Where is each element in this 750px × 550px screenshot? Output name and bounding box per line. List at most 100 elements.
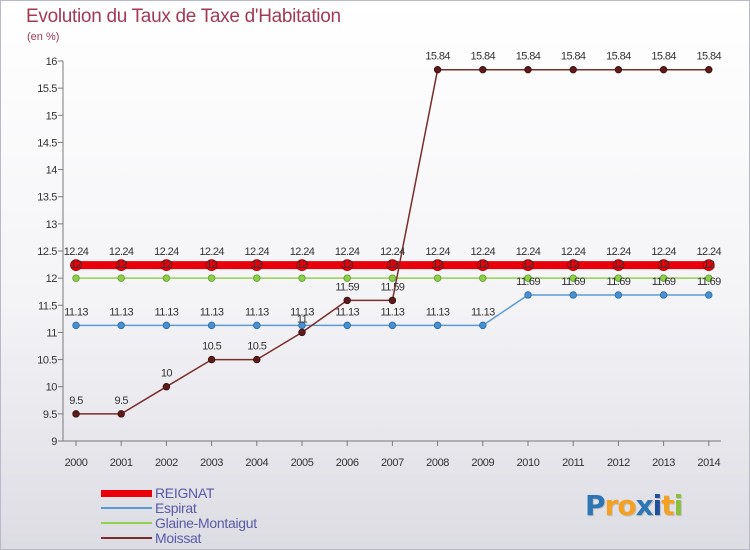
logo-letter: o <box>617 489 636 522</box>
x-tick-label: 2004 <box>245 457 268 469</box>
proxiti-logo: Proxiti <box>585 489 683 522</box>
data-label-glaine-montaigut: 12 <box>477 259 489 271</box>
data-point-reignat <box>250 259 263 272</box>
data-point-glaine-montaigut <box>659 274 668 282</box>
data-label-reignat: 12.24 <box>606 246 631 258</box>
data-point-moissat <box>343 296 351 305</box>
data-point-espirat <box>433 321 442 330</box>
data-point-espirat <box>117 321 125 330</box>
data-label-glaine-montaigut: 12 <box>522 259 534 271</box>
data-point-espirat <box>479 321 487 330</box>
data-label-glaine-montaigut: 12 <box>613 259 625 271</box>
data-point-reignat <box>702 259 715 272</box>
data-point-moissat <box>433 65 442 74</box>
data-label-glaine-montaigut: 12 <box>161 259 173 271</box>
data-label-espirat: 11.69 <box>561 276 585 288</box>
data-point-reignat <box>115 259 128 272</box>
data-label-glaine-montaigut: 12 <box>387 259 399 271</box>
data-point-moissat <box>524 65 532 74</box>
data-point-glaine-montaigut <box>72 274 80 282</box>
data-point-espirat <box>72 321 80 330</box>
x-tick-label: 2005 <box>291 457 314 469</box>
x-tick-label: 2012 <box>607 457 630 469</box>
y-tick-label: 15 <box>46 110 58 122</box>
data-point-moissat <box>659 65 668 74</box>
data-label-moissat: 11 <box>297 313 308 325</box>
y-tick-label: 12 <box>46 273 58 285</box>
data-label-reignat: 12.24 <box>561 246 586 258</box>
data-label-reignat: 12.24 <box>64 246 89 258</box>
data-label-espirat: 11.69 <box>697 276 721 288</box>
data-point-glaine-montaigut <box>253 274 261 282</box>
y-tick-label: 10 <box>46 382 58 394</box>
data-label-reignat: 12.24 <box>335 246 360 258</box>
data-label-espirat: 11.69 <box>607 276 631 288</box>
data-label-reignat: 12.24 <box>154 246 179 258</box>
data-label-moissat: 11.59 <box>335 281 359 293</box>
data-label-reignat: 12.24 <box>109 246 134 258</box>
legend-label-espirat: Espirat <box>155 500 197 516</box>
data-label-moissat: 15.84 <box>561 51 586 63</box>
x-tick-label: 2009 <box>471 457 494 469</box>
data-label-glaine-montaigut: 12 <box>206 259 218 271</box>
data-label-glaine-montaigut: 12 <box>251 259 263 271</box>
data-label-moissat: 9.5 <box>114 395 128 407</box>
data-point-espirat <box>207 321 216 330</box>
data-label-moissat: 10.5 <box>202 341 221 353</box>
data-label-glaine-montaigut: 12 <box>116 259 128 271</box>
data-point-moissat <box>298 328 306 337</box>
data-point-reignat <box>160 259 173 272</box>
y-tick-label: 13 <box>46 219 58 231</box>
data-point-reignat <box>70 259 82 272</box>
series-points <box>70 65 715 418</box>
data-point-glaine-montaigut <box>569 274 577 282</box>
data-label-espirat: 11.69 <box>516 276 540 288</box>
data-label-moissat: 15.84 <box>651 51 676 63</box>
data-point-moissat <box>207 355 216 364</box>
data-label-reignat: 12.24 <box>516 246 541 258</box>
y-ticks: 9 9.5 10 10.5 11 11.5 12 12.5 13 13.5 14 14.5 15 15.5… <box>37 56 63 448</box>
data-label-espirat: 11.13 <box>200 306 224 318</box>
x-tick-label: 2003 <box>200 457 223 469</box>
y-tick-label: 15.5 <box>37 83 57 95</box>
logo-letter: t <box>661 489 674 522</box>
data-label-espirat: 11.13 <box>64 306 88 318</box>
data-point-glaine-montaigut <box>388 274 397 282</box>
data-point-glaine-montaigut <box>524 274 532 282</box>
data-label-moissat: 15.84 <box>471 51 496 63</box>
data-label-glaine-montaigut: 12 <box>70 259 82 271</box>
data-point-reignat <box>522 259 534 272</box>
data-label-reignat: 12.24 <box>425 246 450 258</box>
data-label-espirat: 11.13 <box>109 306 133 318</box>
data-point-moissat <box>253 355 261 364</box>
data-label-moissat: 10 <box>161 368 173 380</box>
data-point-glaine-montaigut <box>207 274 216 282</box>
data-point-reignat <box>612 259 625 272</box>
data-point-glaine-montaigut <box>705 274 713 282</box>
data-point-moissat <box>614 65 623 74</box>
data-point-espirat <box>388 321 397 330</box>
x-tick-label: 2008 <box>426 457 449 469</box>
data-label-espirat: 11.13 <box>471 306 495 318</box>
data-point-moissat <box>479 65 487 74</box>
data-point-reignat <box>657 259 670 272</box>
series-lines <box>76 68 709 415</box>
data-label-glaine-montaigut: 12 <box>703 259 715 271</box>
data-label-moissat: 15.84 <box>606 51 631 63</box>
data-label-espirat: 11.13 <box>155 306 179 318</box>
x-tick-label: 2001 <box>110 457 133 469</box>
legend-label-glaine-montaigut: Glaine-Montaigut <box>155 515 257 531</box>
data-point-moissat <box>569 65 577 74</box>
x-tick-label: 2011 <box>562 457 584 469</box>
legend-swatch-glaine-montaigut <box>101 522 152 524</box>
data-point-glaine-montaigut <box>298 274 306 282</box>
x-tick-label: 2007 <box>381 457 404 469</box>
y-tick-label: 11.5 <box>38 300 57 312</box>
logo-letter: P <box>585 489 606 522</box>
legend-swatch-reignat <box>101 490 152 497</box>
data-label-espirat: 11.13 <box>245 306 269 318</box>
data-point-glaine-montaigut <box>433 274 442 282</box>
data-label-reignat: 12.24 <box>290 246 315 258</box>
data-label-reignat: 12.24 <box>651 246 676 258</box>
